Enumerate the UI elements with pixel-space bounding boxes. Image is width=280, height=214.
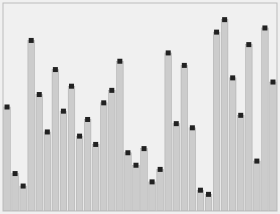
marker bbox=[150, 179, 155, 184]
plot-frame bbox=[3, 3, 277, 211]
bar bbox=[157, 169, 164, 211]
marker bbox=[69, 84, 74, 89]
bar bbox=[20, 186, 27, 211]
bar bbox=[181, 65, 188, 211]
marker bbox=[77, 134, 82, 139]
marker bbox=[254, 159, 259, 164]
bar bbox=[245, 45, 252, 211]
bar bbox=[270, 82, 277, 211]
marker bbox=[198, 188, 203, 193]
bars bbox=[4, 17, 277, 211]
bar bbox=[213, 32, 220, 211]
marker bbox=[29, 38, 34, 43]
marker bbox=[190, 125, 195, 130]
marker bbox=[125, 150, 130, 155]
bar bbox=[60, 111, 67, 211]
bar bbox=[237, 115, 244, 211]
marker bbox=[133, 163, 138, 168]
bar bbox=[76, 136, 83, 211]
marker bbox=[182, 63, 187, 68]
marker bbox=[5, 105, 10, 110]
bar bbox=[117, 61, 124, 211]
marker bbox=[37, 92, 42, 97]
marker bbox=[53, 67, 58, 72]
marker bbox=[238, 113, 243, 118]
marker bbox=[214, 30, 219, 35]
plot-background bbox=[3, 3, 277, 211]
bar bbox=[68, 86, 75, 211]
bar bbox=[141, 149, 148, 211]
bar bbox=[44, 132, 51, 211]
marker bbox=[109, 88, 114, 93]
marker bbox=[222, 17, 227, 22]
marker bbox=[101, 100, 106, 105]
marker bbox=[45, 129, 50, 134]
marker bbox=[85, 117, 90, 122]
bar bbox=[254, 161, 261, 211]
marker bbox=[270, 80, 275, 85]
marker bbox=[142, 146, 147, 151]
marker bbox=[174, 121, 179, 126]
marker bbox=[117, 59, 122, 64]
marker bbox=[206, 192, 211, 197]
bar bbox=[197, 190, 204, 211]
marker bbox=[93, 142, 98, 147]
marker bbox=[230, 75, 235, 80]
bar bbox=[125, 153, 132, 211]
bar bbox=[100, 103, 107, 211]
chart bbox=[0, 0, 280, 214]
bar bbox=[108, 90, 115, 211]
bar bbox=[221, 20, 228, 211]
bar bbox=[133, 165, 140, 211]
marker bbox=[21, 184, 26, 189]
marker bbox=[166, 50, 171, 55]
bar bbox=[52, 70, 59, 211]
marker bbox=[158, 167, 163, 172]
bar bbox=[28, 40, 35, 211]
marker bbox=[61, 109, 66, 114]
bar bbox=[189, 128, 196, 211]
bar bbox=[36, 95, 43, 211]
bar bbox=[173, 124, 180, 211]
bar bbox=[149, 182, 156, 211]
bar bbox=[4, 107, 11, 211]
bar bbox=[12, 174, 19, 211]
marker bbox=[13, 171, 18, 176]
marker bbox=[246, 42, 251, 47]
bar bbox=[229, 78, 236, 211]
bar bbox=[84, 119, 91, 211]
bar bbox=[262, 28, 269, 211]
marker bbox=[262, 25, 267, 30]
bar bbox=[165, 53, 172, 211]
bar bbox=[92, 144, 99, 211]
